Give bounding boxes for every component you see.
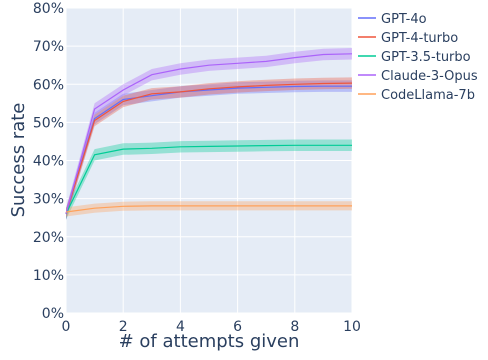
x-axis-title: # of attempts given <box>119 331 300 352</box>
x-tick-label: 2 <box>119 319 128 335</box>
grid <box>65 7 353 314</box>
x-tick-label: 4 <box>176 319 185 335</box>
y-tick-label: 80% <box>33 1 64 17</box>
x-tick-label: 6 <box>233 319 242 335</box>
series-lines <box>65 53 353 215</box>
series-line <box>65 53 353 215</box>
y-tick-label: 70% <box>33 39 64 55</box>
x-tick-label: 8 <box>290 319 299 335</box>
x-tick-label: 10 <box>343 319 361 335</box>
confidence-bands <box>66 48 352 220</box>
legend-label: CodeLlama-7b <box>381 88 475 103</box>
legend: GPT-4o GPT-4-turbo GPT-3.5-turbo Claude-3-O… <box>358 12 478 103</box>
y-tick-label: 0% <box>42 306 64 322</box>
y-tick-label: 20% <box>33 230 64 246</box>
y-tick-labels: 0% 10% 20% 30% 40% 50% 60% 70% 80% <box>33 1 64 322</box>
series-band <box>66 139 352 220</box>
y-tick-label: 30% <box>33 192 64 208</box>
series-band <box>66 201 352 217</box>
series-line <box>65 144 352 215</box>
series-line <box>65 85 352 215</box>
y-tick-label: 60% <box>33 77 64 93</box>
y-tick-label: 10% <box>33 268 64 284</box>
y-tick-label: 50% <box>33 115 64 131</box>
x-tick-labels: 0 2 4 6 8 10 <box>62 319 361 335</box>
series-line <box>65 205 352 213</box>
legend-label: GPT-3.5-turbo <box>381 50 471 65</box>
legend-label: GPT-4-turbo <box>381 31 458 46</box>
y-tick-label: 40% <box>33 154 64 170</box>
y-axis-title: Success rate <box>8 103 29 218</box>
series-line <box>65 82 353 215</box>
x-tick-label: 0 <box>62 319 71 335</box>
legend-label: GPT-4o <box>381 12 427 27</box>
legend-label: Claude-3-Opus <box>381 69 478 84</box>
